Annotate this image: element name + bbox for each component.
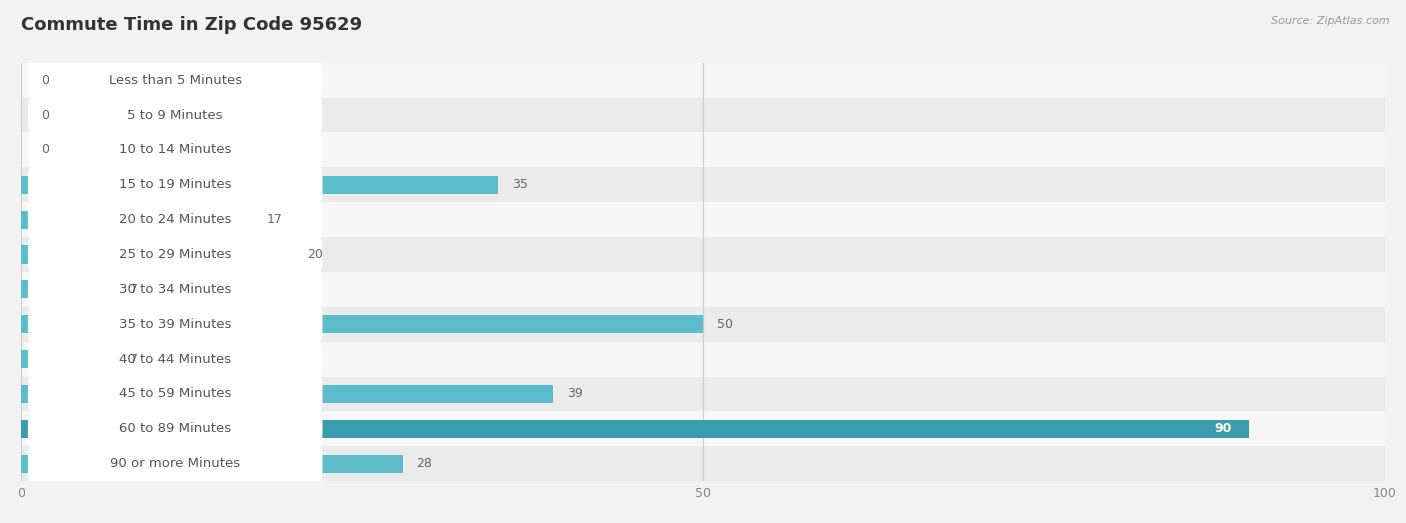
- FancyBboxPatch shape: [28, 306, 322, 343]
- FancyBboxPatch shape: [28, 201, 322, 238]
- Bar: [21, 315, 703, 333]
- Text: 25 to 29 Minutes: 25 to 29 Minutes: [120, 248, 232, 261]
- Text: 35 to 39 Minutes: 35 to 39 Minutes: [120, 318, 232, 331]
- Bar: [21, 420, 1249, 438]
- Text: 5 to 9 Minutes: 5 to 9 Minutes: [128, 109, 224, 121]
- FancyBboxPatch shape: [28, 132, 322, 168]
- Text: 20 to 24 Minutes: 20 to 24 Minutes: [120, 213, 232, 226]
- Bar: [21, 454, 404, 473]
- FancyBboxPatch shape: [21, 412, 1385, 446]
- FancyBboxPatch shape: [21, 377, 1385, 412]
- FancyBboxPatch shape: [21, 342, 1385, 377]
- FancyBboxPatch shape: [21, 446, 1385, 481]
- Text: 60 to 89 Minutes: 60 to 89 Minutes: [120, 423, 231, 435]
- FancyBboxPatch shape: [28, 446, 322, 482]
- Text: 20: 20: [308, 248, 323, 261]
- Text: 50: 50: [717, 318, 733, 331]
- Text: Commute Time in Zip Code 95629: Commute Time in Zip Code 95629: [21, 16, 363, 33]
- FancyBboxPatch shape: [21, 63, 1385, 98]
- Text: Less than 5 Minutes: Less than 5 Minutes: [108, 74, 242, 87]
- Text: 0: 0: [42, 143, 49, 156]
- Text: 40 to 44 Minutes: 40 to 44 Minutes: [120, 353, 231, 366]
- Bar: [21, 350, 117, 368]
- FancyBboxPatch shape: [28, 376, 322, 412]
- FancyBboxPatch shape: [21, 132, 1385, 167]
- FancyBboxPatch shape: [28, 167, 322, 203]
- FancyBboxPatch shape: [21, 237, 1385, 272]
- FancyBboxPatch shape: [21, 202, 1385, 237]
- Text: 39: 39: [567, 388, 582, 401]
- Text: 90 or more Minutes: 90 or more Minutes: [110, 457, 240, 470]
- Bar: [21, 245, 294, 264]
- FancyBboxPatch shape: [21, 307, 1385, 342]
- FancyBboxPatch shape: [28, 411, 322, 447]
- Text: 7: 7: [131, 283, 138, 296]
- Text: 45 to 59 Minutes: 45 to 59 Minutes: [120, 388, 232, 401]
- Bar: [21, 176, 499, 194]
- FancyBboxPatch shape: [28, 236, 322, 272]
- Text: 0: 0: [42, 109, 49, 121]
- Bar: [21, 385, 553, 403]
- FancyBboxPatch shape: [28, 341, 322, 377]
- Bar: [21, 211, 253, 229]
- FancyBboxPatch shape: [21, 98, 1385, 132]
- Text: 10 to 14 Minutes: 10 to 14 Minutes: [120, 143, 232, 156]
- FancyBboxPatch shape: [28, 97, 322, 133]
- Text: 35: 35: [512, 178, 527, 191]
- Text: 90: 90: [1215, 423, 1232, 435]
- Text: 0: 0: [42, 74, 49, 87]
- FancyBboxPatch shape: [21, 167, 1385, 202]
- Text: 28: 28: [416, 457, 433, 470]
- Text: 15 to 19 Minutes: 15 to 19 Minutes: [120, 178, 232, 191]
- Text: Source: ZipAtlas.com: Source: ZipAtlas.com: [1271, 16, 1389, 26]
- FancyBboxPatch shape: [21, 272, 1385, 307]
- Text: 30 to 34 Minutes: 30 to 34 Minutes: [120, 283, 232, 296]
- Text: 7: 7: [131, 353, 138, 366]
- Text: 17: 17: [267, 213, 283, 226]
- Bar: [21, 280, 117, 299]
- FancyBboxPatch shape: [28, 62, 322, 98]
- FancyBboxPatch shape: [28, 271, 322, 308]
